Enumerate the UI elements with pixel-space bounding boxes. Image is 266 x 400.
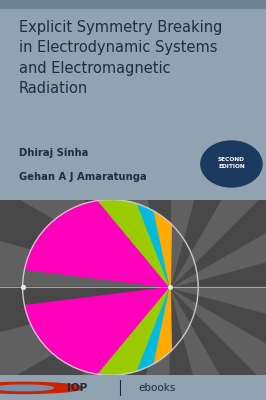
- Polygon shape: [0, 287, 170, 400]
- Polygon shape: [0, 287, 170, 400]
- Polygon shape: [138, 204, 170, 287]
- Polygon shape: [170, 48, 266, 287]
- Polygon shape: [0, 0, 170, 287]
- Polygon shape: [170, 287, 266, 400]
- Polygon shape: [170, 0, 266, 287]
- Polygon shape: [170, 287, 266, 400]
- Polygon shape: [154, 211, 171, 287]
- Polygon shape: [46, 287, 170, 400]
- Polygon shape: [170, 287, 266, 400]
- Polygon shape: [170, 287, 266, 400]
- Polygon shape: [24, 200, 170, 287]
- Polygon shape: [24, 287, 170, 375]
- Text: Explicit Symmetry Breaking
in Electrodynamic Systems
and Electromagnetic
Radiati: Explicit Symmetry Breaking in Electrodyn…: [19, 20, 222, 96]
- Circle shape: [0, 382, 82, 394]
- Polygon shape: [170, 287, 266, 400]
- Polygon shape: [138, 287, 170, 371]
- Polygon shape: [0, 0, 170, 287]
- Polygon shape: [0, 287, 170, 400]
- Text: IOP: IOP: [66, 383, 87, 393]
- Polygon shape: [0, 287, 170, 400]
- Polygon shape: [170, 0, 266, 287]
- Text: SECOND
EDITION: SECOND EDITION: [218, 157, 245, 169]
- Polygon shape: [170, 0, 266, 287]
- Text: Gehan A J Amaratunga: Gehan A J Amaratunga: [19, 172, 146, 182]
- Polygon shape: [0, 287, 170, 400]
- Polygon shape: [0, 0, 170, 287]
- Polygon shape: [98, 287, 170, 375]
- Polygon shape: [0, 48, 170, 287]
- Polygon shape: [98, 200, 170, 287]
- Circle shape: [201, 141, 262, 187]
- Polygon shape: [170, 287, 266, 400]
- Text: ebooks: ebooks: [138, 383, 176, 393]
- Polygon shape: [0, 164, 170, 287]
- Circle shape: [0, 385, 53, 391]
- Polygon shape: [154, 287, 171, 364]
- Polygon shape: [170, 0, 266, 287]
- Text: Dhiraj Sinha: Dhiraj Sinha: [19, 148, 88, 158]
- Polygon shape: [46, 0, 170, 287]
- Polygon shape: [0, 0, 266, 8]
- Polygon shape: [170, 164, 266, 287]
